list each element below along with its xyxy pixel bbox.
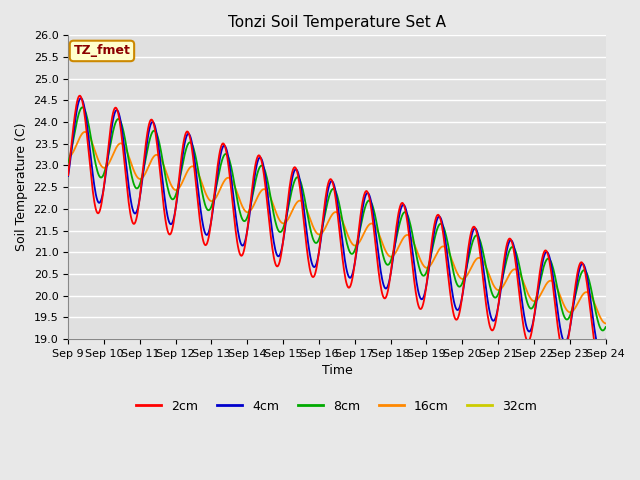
8cm [602,324,609,330]
2cm [602,337,609,343]
8cm [130,181,138,187]
16cm [74,139,82,144]
2cm [185,130,193,136]
Line: 4cm: 4cm [68,98,605,353]
2cm [130,221,138,227]
4cm [130,210,138,216]
8cm [599,328,607,334]
8cm [64,159,72,165]
16cm [602,321,609,326]
4cm [403,210,411,216]
8cm [213,180,221,186]
Line: 2cm: 2cm [68,96,605,362]
2cm [74,96,82,102]
X-axis label: Time: Time [321,364,352,377]
16cm [213,193,221,199]
2cm [596,360,604,365]
4cm [74,102,82,108]
4cm [77,95,84,101]
16cm [419,261,426,267]
2cm [64,172,72,178]
Title: Tonzi Soil Temperature Set A: Tonzi Soil Temperature Set A [228,15,446,30]
16cm [185,167,193,172]
2cm [403,216,411,221]
16cm [130,168,138,174]
8cm [419,272,426,278]
2cm [419,303,426,309]
4cm [64,173,72,179]
16cm [81,129,89,135]
Text: TZ_fmet: TZ_fmet [74,45,131,58]
4cm [602,337,609,343]
8cm [79,105,86,110]
16cm [64,154,72,160]
8cm [185,140,193,146]
4cm [419,296,426,302]
Line: 16cm: 16cm [68,132,605,324]
4cm [185,131,193,137]
4cm [597,350,605,356]
2cm [213,168,221,174]
Line: 8cm: 8cm [68,108,605,331]
4cm [213,176,221,181]
8cm [403,211,411,216]
Legend: 2cm, 4cm, 8cm, 16cm, 32cm: 2cm, 4cm, 8cm, 16cm, 32cm [131,395,542,418]
Y-axis label: Soil Temperature (C): Soil Temperature (C) [15,123,28,252]
16cm [403,232,411,238]
2cm [76,93,84,98]
8cm [74,114,82,120]
